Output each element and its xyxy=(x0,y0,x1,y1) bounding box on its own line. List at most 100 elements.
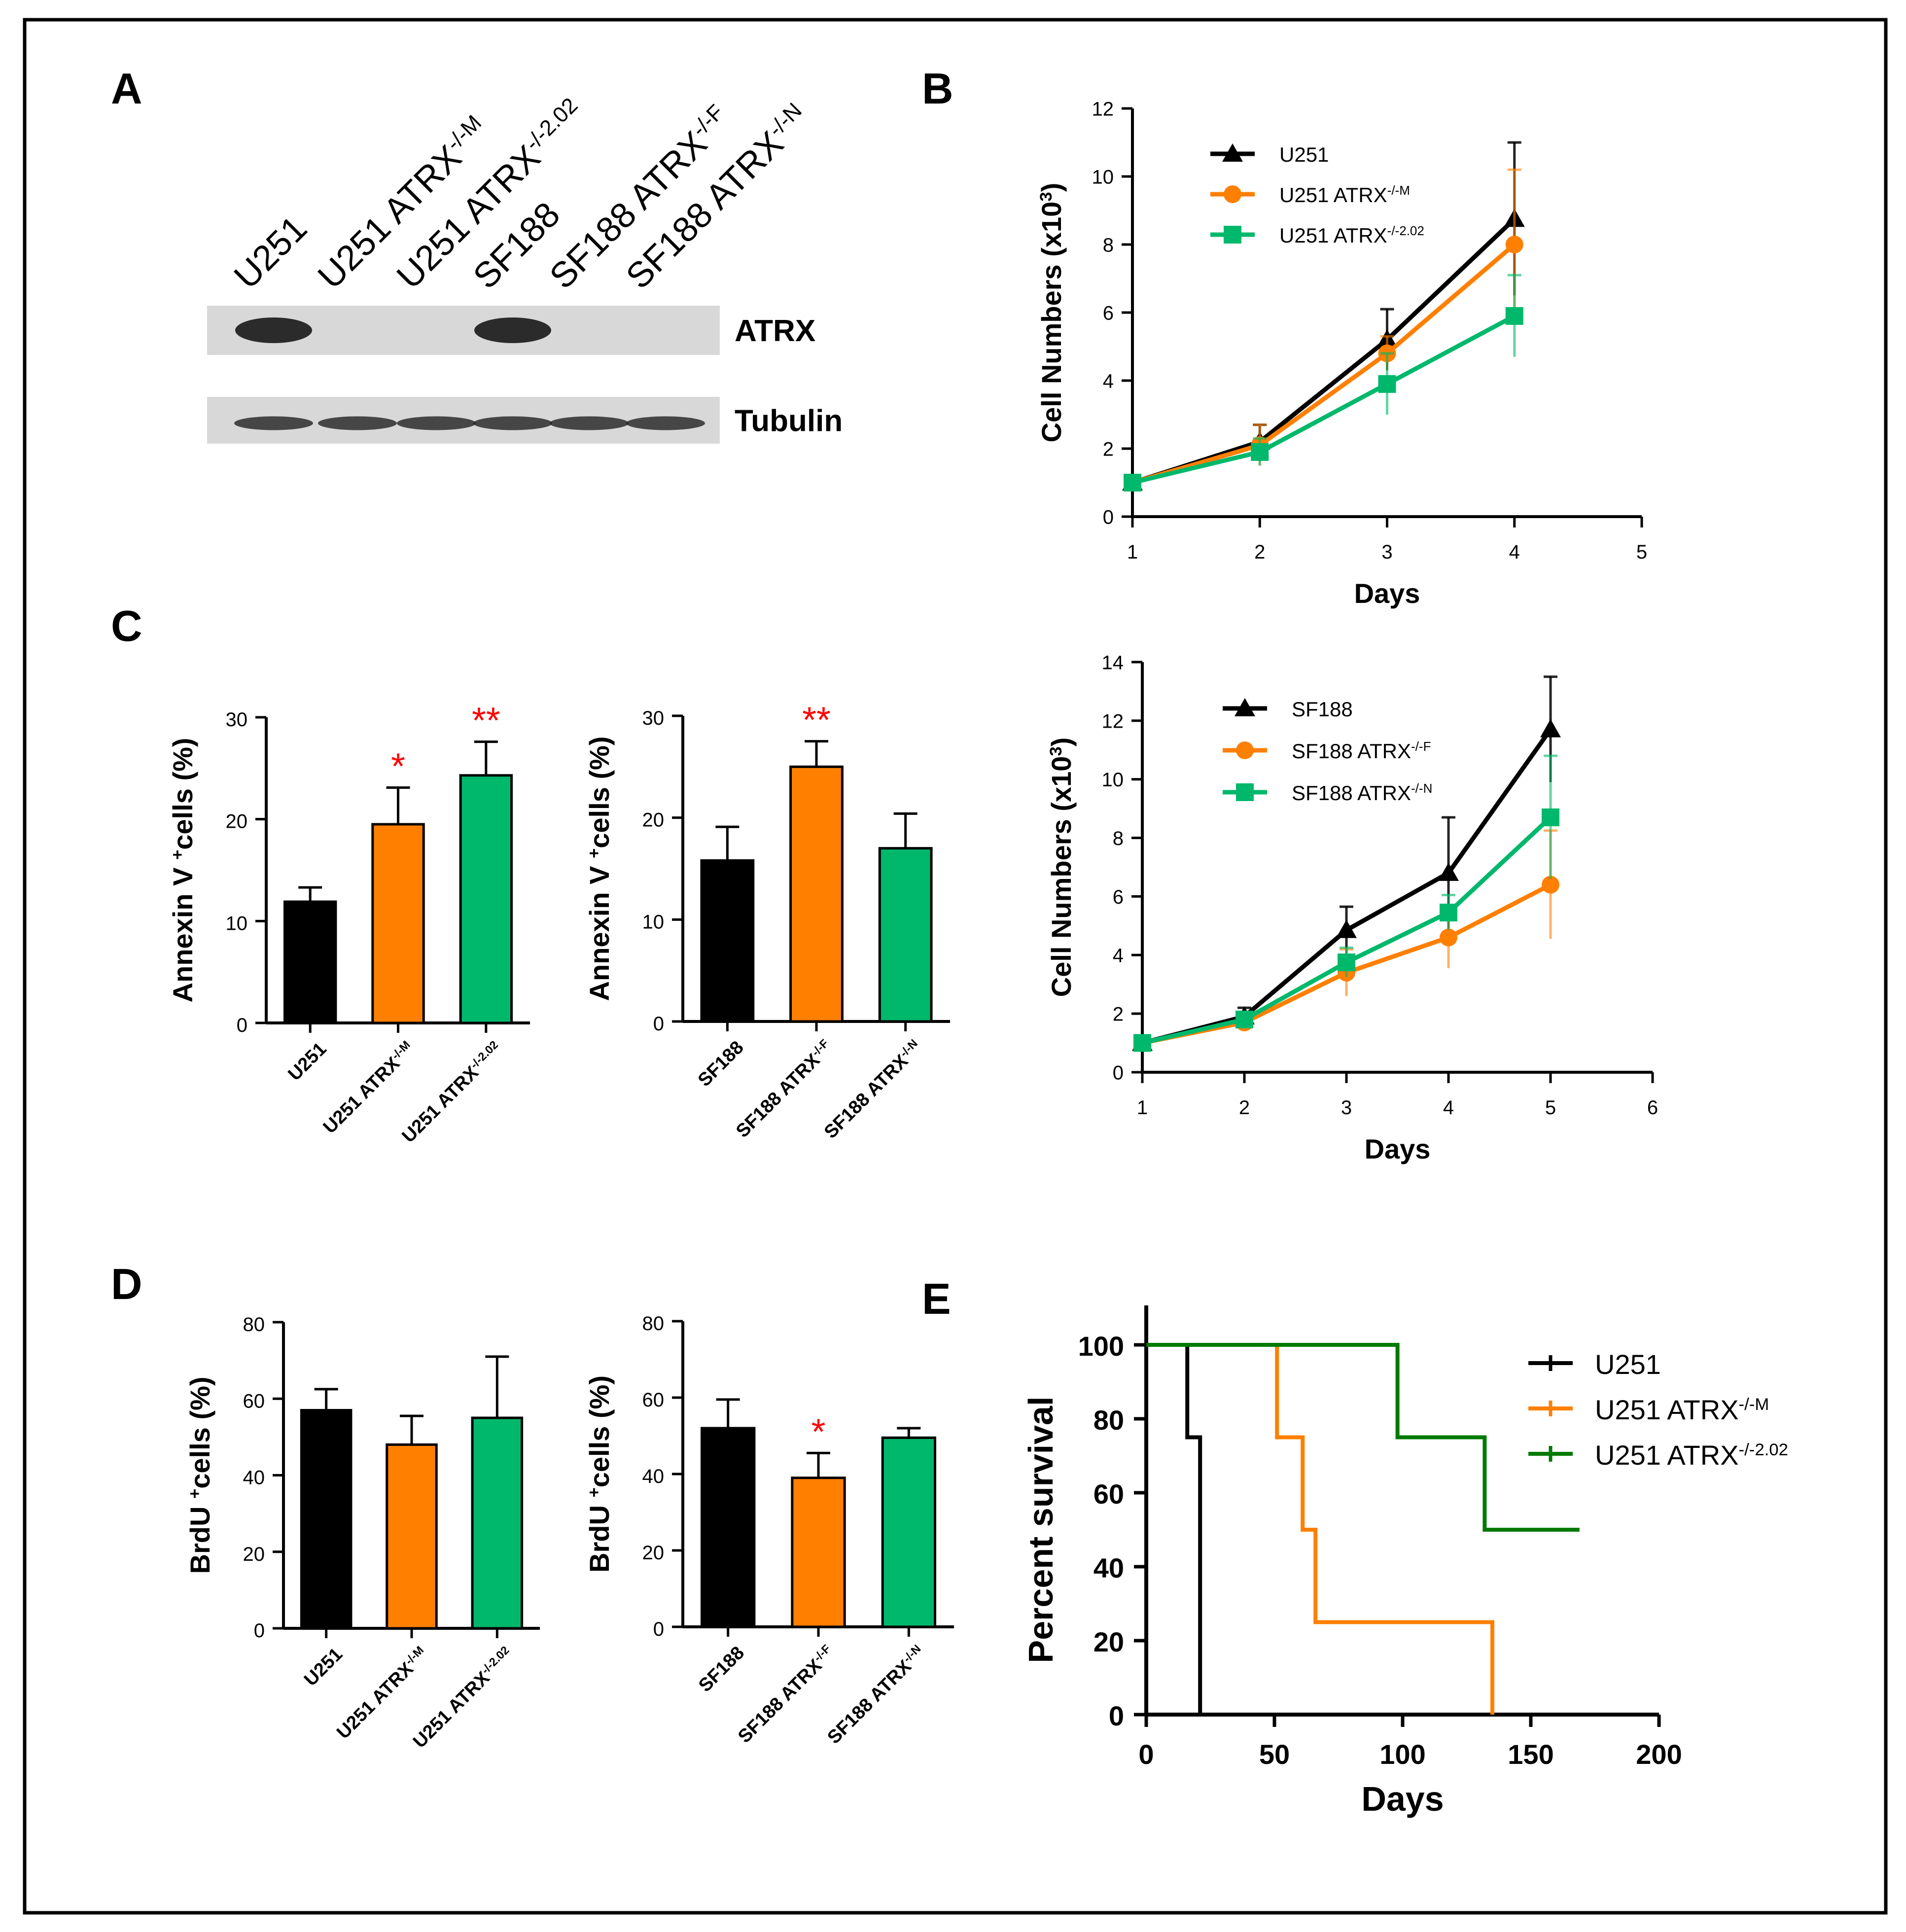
data-point xyxy=(1505,236,1523,253)
bar-u251 xyxy=(283,900,337,1024)
panel-letter-d: D xyxy=(111,1260,142,1308)
x-tick-label: 4 xyxy=(1509,541,1520,563)
data-point xyxy=(1440,904,1457,922)
y-tick-label: 4 xyxy=(1113,945,1124,967)
y-tick-label: 60 xyxy=(642,1389,665,1411)
series-line xyxy=(1131,314,1516,485)
legend-label: U251 ATRX-/-M xyxy=(1279,183,1410,207)
data-point xyxy=(1133,1034,1151,1052)
data-point xyxy=(1505,307,1523,325)
legend-marker xyxy=(1224,226,1241,244)
blot-band xyxy=(474,317,551,343)
significance-marker: ** xyxy=(802,700,831,740)
legend-marker xyxy=(1236,783,1254,801)
bar-u251 xyxy=(300,1409,353,1630)
x-tick-label: 0 xyxy=(1138,1739,1154,1770)
x-tick-label: 100 xyxy=(1379,1739,1425,1770)
series-line xyxy=(1131,243,1516,485)
y-tick-label: 60 xyxy=(243,1390,265,1412)
significance-marker: * xyxy=(812,1411,826,1452)
panel-letter-b: B xyxy=(922,64,953,113)
data-point xyxy=(1540,719,1561,738)
x-tick-label: 1 xyxy=(1137,1097,1148,1119)
y-axis-label: Annexin V +cells (%) xyxy=(167,738,198,1003)
y-tick-label: 12 xyxy=(1102,710,1124,732)
y-axis-label: BrdU +cells (%) xyxy=(584,1375,615,1573)
y-tick-label: 0 xyxy=(237,1015,247,1036)
x-tick-label: 6 xyxy=(1647,1097,1658,1119)
y-tick-label: 0 xyxy=(653,1013,664,1035)
y-tick-label: 80 xyxy=(243,1314,265,1335)
survival-curve-u251-atrx-m xyxy=(1146,1343,1494,1715)
blot-band xyxy=(234,416,313,430)
bar-sf188-atrx-n xyxy=(878,847,933,1023)
y-tick-label: 12 xyxy=(1092,98,1114,120)
y-axis-label: Annexin V +cells (%) xyxy=(584,737,615,1001)
x-tick-label: 50 xyxy=(1259,1739,1290,1770)
y-tick-label: 2 xyxy=(1113,1004,1124,1025)
bar-sf188-atrx-n xyxy=(881,1436,936,1628)
y-tick-label: 80 xyxy=(1094,1405,1124,1436)
y-tick-label: 4 xyxy=(1103,370,1114,392)
legend-label: U251 ATRX-/-2.02 xyxy=(1595,1440,1788,1471)
y-tick-label: 10 xyxy=(226,913,248,934)
blot-row-label-tubulin: Tubulin xyxy=(735,404,843,438)
data-point xyxy=(1235,1011,1253,1029)
y-tick-label: 100 xyxy=(1078,1331,1124,1362)
data-point xyxy=(1440,928,1457,947)
chart-survival: 0 50 100 150 200 0 20 40 60 80 100 Days Percent surv… xyxy=(1022,1305,1788,1818)
y-tick-label: 20 xyxy=(243,1544,265,1565)
legend-marker xyxy=(1235,698,1255,716)
y-axis-label: BrdU +cells (%) xyxy=(184,1377,215,1574)
y-tick-label: 10 xyxy=(642,911,665,933)
y-tick-label: 14 xyxy=(1102,652,1124,673)
y-tick-label: 40 xyxy=(1094,1552,1124,1583)
bar-sf188 xyxy=(700,859,755,1023)
blot-row-label-atrx: ATRX xyxy=(735,314,815,348)
panel-letter-e: E xyxy=(922,1274,951,1323)
data-point xyxy=(1251,443,1269,461)
y-tick-label: 0 xyxy=(1109,1700,1124,1731)
y-tick-label: 40 xyxy=(243,1467,265,1489)
y-tick-label: 20 xyxy=(1094,1626,1124,1657)
y-tick-label: 0 xyxy=(653,1618,664,1640)
y-tick-label: 0 xyxy=(1113,1062,1124,1084)
survival-curve-u251-atrx-2-02 xyxy=(1146,1343,1580,1532)
panel-letter-c: C xyxy=(111,601,142,650)
y-tick-label: 40 xyxy=(642,1466,665,1487)
significance-marker: * xyxy=(391,746,405,787)
x-tick-label: 5 xyxy=(1545,1097,1556,1119)
y-tick-label: 10 xyxy=(1092,166,1114,188)
x-tick-label: 5 xyxy=(1636,541,1647,563)
y-tick-label: 8 xyxy=(1103,234,1114,256)
y-tick-label: 10 xyxy=(1102,769,1124,791)
y-axis-label: Cell Numbers (x103) xyxy=(1046,738,1077,997)
data-point xyxy=(1542,876,1559,894)
x-tick-label: 3 xyxy=(1381,541,1392,563)
bar-u251-atrx-m xyxy=(371,823,425,1024)
legend-marker xyxy=(1236,741,1254,759)
data-point xyxy=(1124,474,1141,492)
panel-letter-a: A xyxy=(111,64,142,113)
y-tick-label: 30 xyxy=(642,707,665,729)
significance-marker: ** xyxy=(472,700,500,741)
legend-label: U251 ATRX-/-M xyxy=(1595,1394,1769,1425)
bar-sf188-atrx-f xyxy=(789,765,844,1023)
series-sf188-atrx-n xyxy=(1133,754,1559,1052)
y-axis-label: Percent survival xyxy=(1022,1397,1060,1663)
blot-band xyxy=(397,416,476,430)
x-tick-label: 150 xyxy=(1508,1739,1553,1770)
x-tick-label: 4 xyxy=(1443,1097,1454,1119)
x-tick-label: 1 xyxy=(1127,541,1138,563)
legend-label: U251 xyxy=(1279,143,1329,166)
y-tick-label: 80 xyxy=(642,1313,665,1335)
legend-label: SF188 ATRX-/-F xyxy=(1292,739,1431,763)
x-tick-label: 200 xyxy=(1636,1739,1682,1770)
blot-band xyxy=(318,416,397,430)
y-tick-label: 20 xyxy=(226,811,248,833)
blot-band xyxy=(626,416,705,430)
